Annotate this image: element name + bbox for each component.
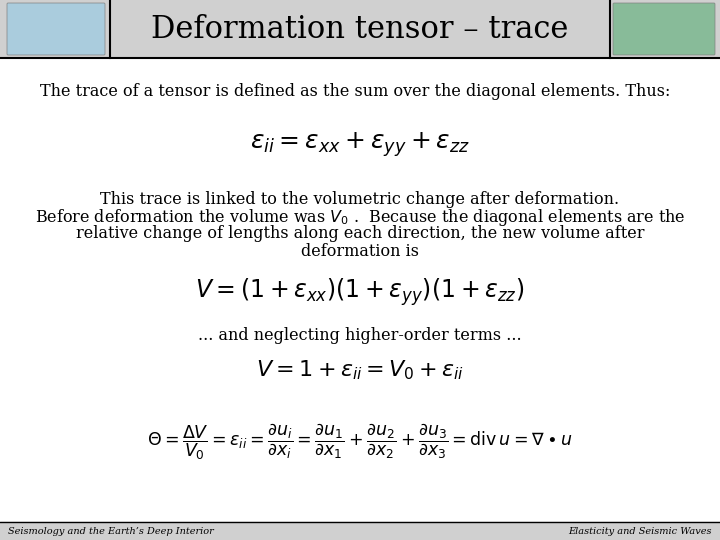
Bar	[0, 58, 720, 522]
Text: Seismology and the Earth’s Deep Interior: Seismology and the Earth’s Deep Interior	[8, 526, 214, 536]
Text: Before deformation the volume was $V_0$ .  Because the diagonal elements are the: Before deformation the volume was $V_0$ …	[35, 206, 685, 227]
FancyBboxPatch shape	[613, 3, 715, 55]
Text: $V = 1 + \varepsilon_{ii} = V_0 + \varepsilon_{ii}$: $V = 1 + \varepsilon_{ii} = V_0 + \varep…	[256, 358, 464, 382]
Text: Elasticity and Seismic Waves: Elasticity and Seismic Waves	[569, 526, 712, 536]
Text: $\Theta = \dfrac{\Delta V}{V_0} = \varepsilon_{ii} = \dfrac{\partial u_i}{\parti: $\Theta = \dfrac{\Delta V}{V_0} = \varep…	[147, 422, 573, 462]
Text: relative change of lengths along each direction, the new volume after: relative change of lengths along each di…	[76, 226, 644, 242]
Text: deformation is: deformation is	[301, 242, 419, 260]
Text: The trace of a tensor is defined as the sum over the diagonal elements. Thus:: The trace of a tensor is defined as the …	[40, 84, 670, 100]
Bar	[0, 0, 720, 58]
FancyBboxPatch shape	[7, 3, 105, 55]
Text: $V = (1+\varepsilon_{xx})(1+\varepsilon_{yy})(1+\varepsilon_{zz})$: $V = (1+\varepsilon_{xx})(1+\varepsilon_…	[195, 276, 525, 308]
Text: Deformation tensor – trace: Deformation tensor – trace	[151, 14, 569, 44]
Text: This trace is linked to the volumetric change after deformation.: This trace is linked to the volumetric c…	[100, 192, 620, 208]
Text: $\varepsilon_{ii} = \varepsilon_{xx} + \varepsilon_{yy} + \varepsilon_{zz}$: $\varepsilon_{ii} = \varepsilon_{xx} + \…	[250, 131, 470, 159]
Bar	[0, 522, 720, 540]
Text: ... and neglecting higher-order terms ...: ... and neglecting higher-order terms ..…	[198, 327, 522, 343]
